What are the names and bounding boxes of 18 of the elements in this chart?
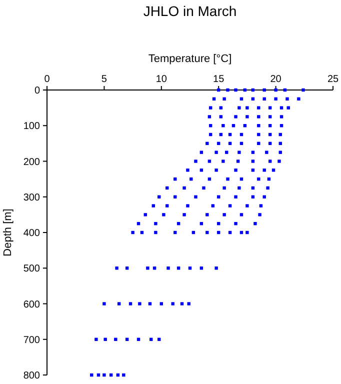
y-tick-label: 800: [23, 370, 40, 382]
y-axis-title: Depth [m]: [2, 208, 14, 256]
x-tick-label: 25: [327, 74, 339, 85]
y-tick-label: 600: [23, 299, 40, 310]
x-tick-label: 20: [270, 74, 282, 85]
x-tick-label: 10: [156, 74, 168, 85]
y-tick-label: 700: [23, 334, 40, 346]
y-tick-label: 100: [23, 121, 40, 132]
x-axis-title: Temperature [°C]: [148, 53, 232, 65]
x-tick-label: 5: [101, 74, 108, 85]
y-tick-label: 0: [34, 86, 40, 96]
x-tick-label: 15: [213, 74, 225, 85]
y-tick-label: 200: [23, 156, 40, 168]
y-tick-label: 400: [23, 228, 40, 239]
y-tick-label: 500: [23, 264, 40, 275]
y-tick-label: 300: [23, 192, 40, 204]
x-tick-label: 0: [44, 74, 50, 85]
chart-title: JHLO in March: [143, 3, 237, 19]
